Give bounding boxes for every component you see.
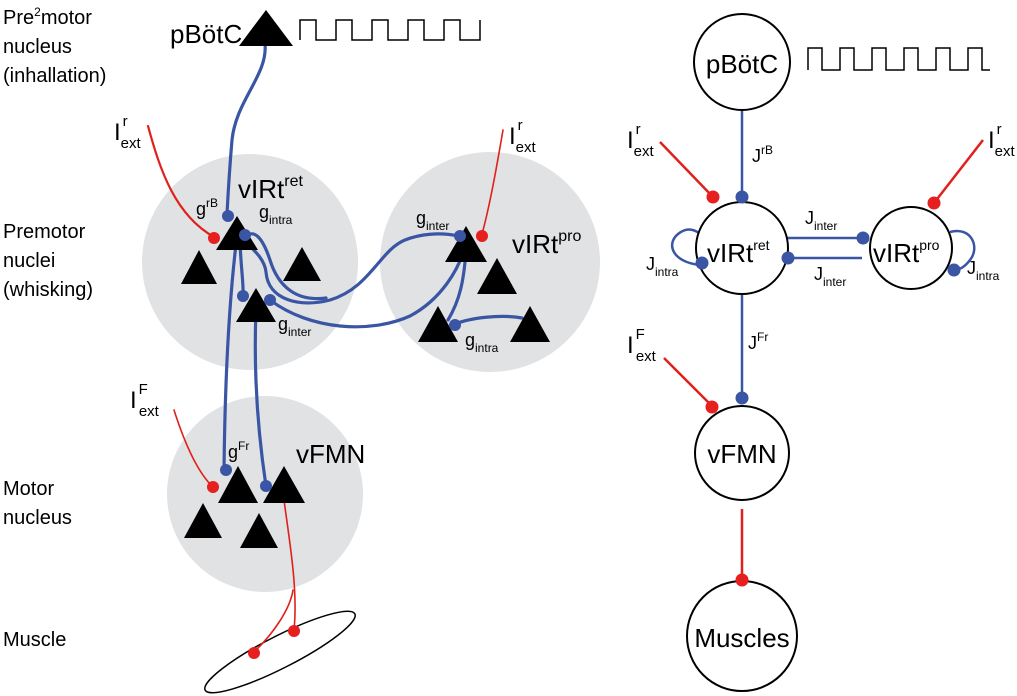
row-label-premotor2-line3: (inhallation) — [3, 65, 106, 87]
row-label-premotor2-line2: nucleus — [3, 36, 72, 58]
right-label-j-inter-top: Jinter — [805, 208, 837, 233]
left-panel: Pre2motor nucleus (inhallation) Premotor… — [3, 5, 600, 694]
synapse-muscle-2 — [248, 647, 260, 659]
row-label-premotor-line2: nuclei — [3, 250, 55, 272]
pbotc-rhythm-wave — [299, 19, 481, 41]
label-g-intra-ret: gintra — [259, 202, 293, 227]
synapse-ext-f — [207, 481, 219, 493]
right-synapse-intra-right — [947, 263, 961, 277]
pbotc-neuron — [239, 10, 293, 46]
right-label-virt-pro: vIRtpro — [873, 237, 940, 268]
virt-pro-neuron-2 — [477, 258, 517, 294]
synapse-fr-2 — [260, 480, 272, 492]
ext-r-input-line-ret — [146, 124, 216, 239]
ret-intra-loop-axon — [243, 232, 328, 301]
right-label-virt-ret: vIRtret — [707, 237, 770, 268]
right-label-j-intra-left: Jintra — [646, 254, 679, 279]
label-g-inter-pro: ginter — [416, 208, 449, 233]
label-g-inter-ret: ginter — [278, 314, 311, 339]
row-label-premotor-line1: Premotor — [3, 221, 86, 243]
edge-ext-f — [663, 357, 713, 407]
vfmn-neuron-3 — [184, 503, 222, 538]
edge-ext-r-left — [659, 141, 714, 198]
node-pbotc — [693, 13, 791, 111]
edge-ext-r-right — [933, 139, 984, 204]
virt-ret-region — [142, 154, 358, 370]
node-vfmn — [694, 405, 790, 501]
row-label-premotor-line3: (whisking) — [3, 279, 93, 301]
virt-ret-neuron-1 — [216, 216, 258, 250]
right-label-vfmn: vFMN — [707, 439, 776, 469]
right-synapse-ext-r-left — [706, 190, 720, 204]
synapse-muscle-1 — [288, 625, 300, 637]
virt-pro-neuron-4 — [510, 306, 550, 342]
right-synapse-fr — [735, 391, 749, 405]
row-label-premotor2-line1: Pre2motor — [3, 5, 92, 29]
label-virt-pro: vIRtpro — [512, 228, 581, 259]
right-synapse-muscles — [735, 573, 749, 587]
right-synapse-inter-bottom — [781, 251, 795, 265]
pbotc-to-ret-axon — [225, 42, 267, 216]
right-label-pbotc: pBötC — [706, 49, 778, 79]
right-synapse-intra-left — [695, 256, 709, 270]
vfmn-region — [167, 396, 363, 592]
right-label-muscles: Muscles — [694, 623, 789, 653]
synapse-intra-ret — [239, 229, 251, 241]
ext-f-input-line — [173, 409, 214, 488]
synapse-rb — [222, 210, 234, 222]
right-synapse-rb — [735, 190, 749, 204]
label-g-rb: grB — [196, 196, 218, 219]
pro-to-ret-axon — [268, 240, 468, 329]
right-label-j-inter-bottom: Jinter — [814, 264, 846, 289]
label-vfmn: vFMN — [296, 439, 365, 469]
synapse-inter-ret — [264, 294, 276, 306]
right-synapse-ext-r-right — [927, 196, 941, 210]
virt-ret-neuron-3 — [283, 247, 321, 281]
vfmn-neuron-2 — [263, 466, 305, 503]
label-pbotc: pBötC — [170, 19, 242, 49]
right-label-j-rb: JrB — [752, 143, 773, 166]
vfmn-axon-muscle-1 — [283, 499, 296, 631]
ret-to-pro-axon — [238, 232, 460, 305]
ret-to-vfmn-axon-1 — [222, 234, 239, 472]
right-pbotc-rhythm-wave — [807, 47, 990, 71]
synapse-fr-1 — [220, 464, 232, 476]
row-label-motor-line2: nucleus — [3, 507, 72, 529]
right-synapse-inter-top — [856, 231, 870, 245]
virt-ret-neuron-4 — [236, 288, 276, 322]
vfmn-neuron-4 — [240, 513, 278, 548]
virt-ret-neuron-2 — [181, 250, 217, 284]
synapse-inter-pro — [454, 230, 466, 242]
ext-r-input-line-pro — [481, 129, 504, 235]
virt-pro-region — [380, 152, 600, 372]
synapse-intra-pro — [449, 319, 461, 331]
label-virt-ret: vIRtret — [238, 173, 303, 204]
label-g-fr: gFr — [228, 439, 249, 462]
synapse-intra-ret-2 — [237, 290, 249, 302]
right-label-j-intra-right: Jintra — [967, 258, 1000, 283]
synapse-ext-r-ret — [208, 232, 220, 244]
right-synapse-ext-f — [705, 400, 719, 414]
vfmn-axon-muscle-2 — [253, 589, 294, 653]
node-virt-pro — [869, 206, 953, 290]
virt-pro-neuron-3 — [418, 306, 458, 342]
vfmn-neuron-1 — [218, 466, 258, 503]
ret-to-vfmn-axon-2 — [253, 308, 268, 488]
edge-intra-left — [671, 228, 704, 267]
row-label-motor-line1: Motor — [3, 478, 54, 500]
virt-pro-neuron-1 — [445, 226, 487, 262]
row-label-muscle: Muscle — [3, 629, 66, 651]
right-label-j-fr: JFr — [748, 330, 768, 353]
synapse-ext-r-pro — [476, 230, 488, 242]
label-g-intra-pro: gintra — [465, 330, 499, 355]
muscle-ellipse — [204, 610, 356, 694]
